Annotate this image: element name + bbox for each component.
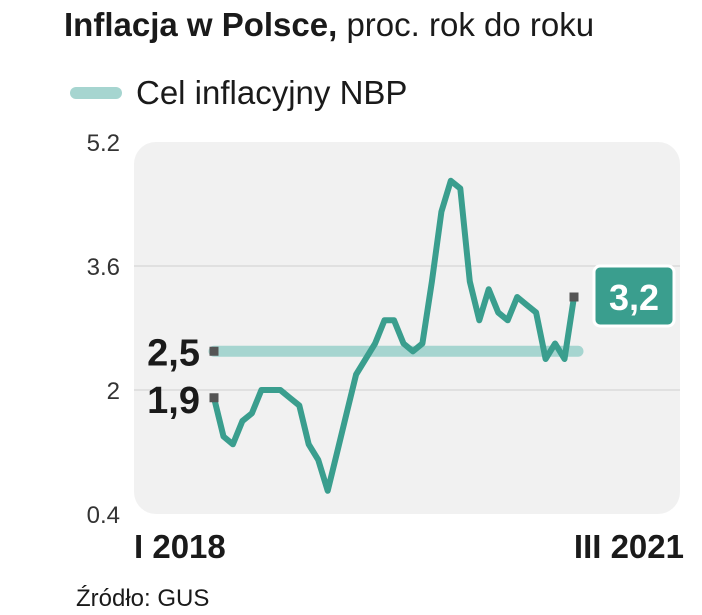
y-tick-label: 3.6 xyxy=(87,254,120,281)
x-label-start: I 2018 xyxy=(134,528,226,565)
x-label-end: III 2021 xyxy=(574,528,684,565)
start-marker xyxy=(209,393,219,403)
y-tick-label: 5.2 xyxy=(87,130,120,157)
end-value-badge xyxy=(592,264,676,328)
chart-title-sub: proc. rok do roku xyxy=(346,6,595,43)
legend-swatch-target xyxy=(70,87,122,99)
legend: Cel inflacyjny NBP xyxy=(70,74,407,112)
y-tick-label: 2 xyxy=(107,378,120,405)
start-value-label: 1,9 xyxy=(147,380,200,422)
legend-label-target: Cel inflacyjny NBP xyxy=(136,74,408,111)
target-value-label: 2,5 xyxy=(147,332,200,374)
series-line xyxy=(211,177,577,494)
chart-title: Inflacja w Polsce, proc. rok do roku xyxy=(64,6,594,44)
y-tick-label: 0.4 xyxy=(87,502,120,529)
chart-title-main: Inflacja w Polsce, xyxy=(64,6,338,43)
plot-area xyxy=(134,142,680,514)
end-value-label: 3,2 xyxy=(609,277,659,318)
target-marker xyxy=(209,346,219,356)
source-note: Źródło: GUS xyxy=(76,585,210,612)
end-marker xyxy=(569,292,579,302)
